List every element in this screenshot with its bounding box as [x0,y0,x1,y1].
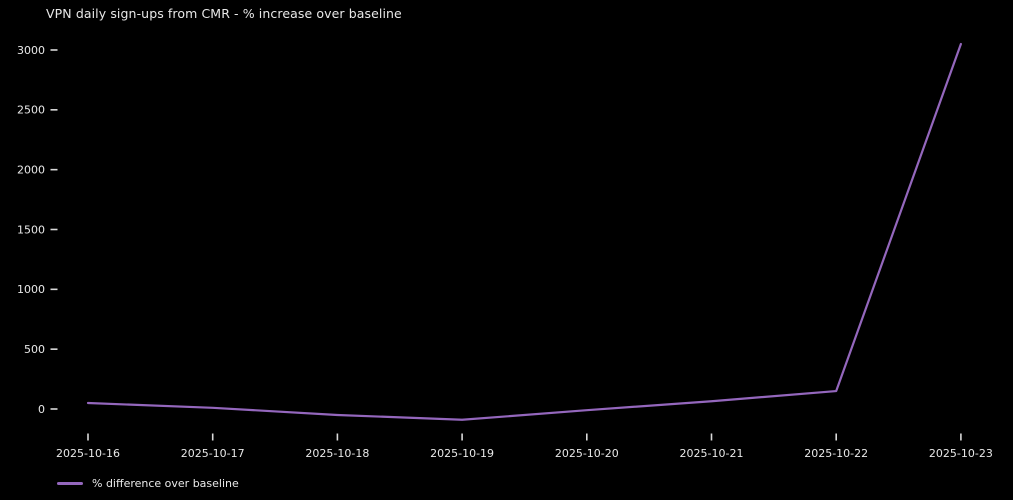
data-series-line [86,42,963,421]
chart-title: VPN daily sign-ups from CMR - % increase… [46,6,402,21]
y-axis-tick-label: 2000 [17,163,45,176]
legend-label: % difference over baseline [92,477,239,490]
y-axis-tick-label: 3000 [17,44,45,57]
legend-line-swatch [57,482,83,485]
chart-legend: % difference over baseline [57,477,239,490]
y-axis-tick-label: 1000 [17,283,45,296]
x-axis-tick-label: 2025-10-18 [305,447,369,460]
x-axis-tick-label: 2025-10-23 [929,447,993,460]
x-axis-tick-label: 2025-10-19 [430,447,494,460]
y-axis-tick-label: 500 [24,343,45,356]
x-axis-tick-label: 2025-10-22 [804,447,868,460]
x-axis-tick-label: 2025-10-21 [680,447,744,460]
y-axis-tick-label: 0 [38,403,45,416]
y-axis-tick-label: 1500 [17,223,45,236]
y-axis-tick-label: 2500 [17,104,45,117]
x-axis-tick-label: 2025-10-20 [555,447,619,460]
x-axis-tick-label: 2025-10-17 [181,447,245,460]
x-axis-tick-label: 2025-10-16 [56,447,120,460]
